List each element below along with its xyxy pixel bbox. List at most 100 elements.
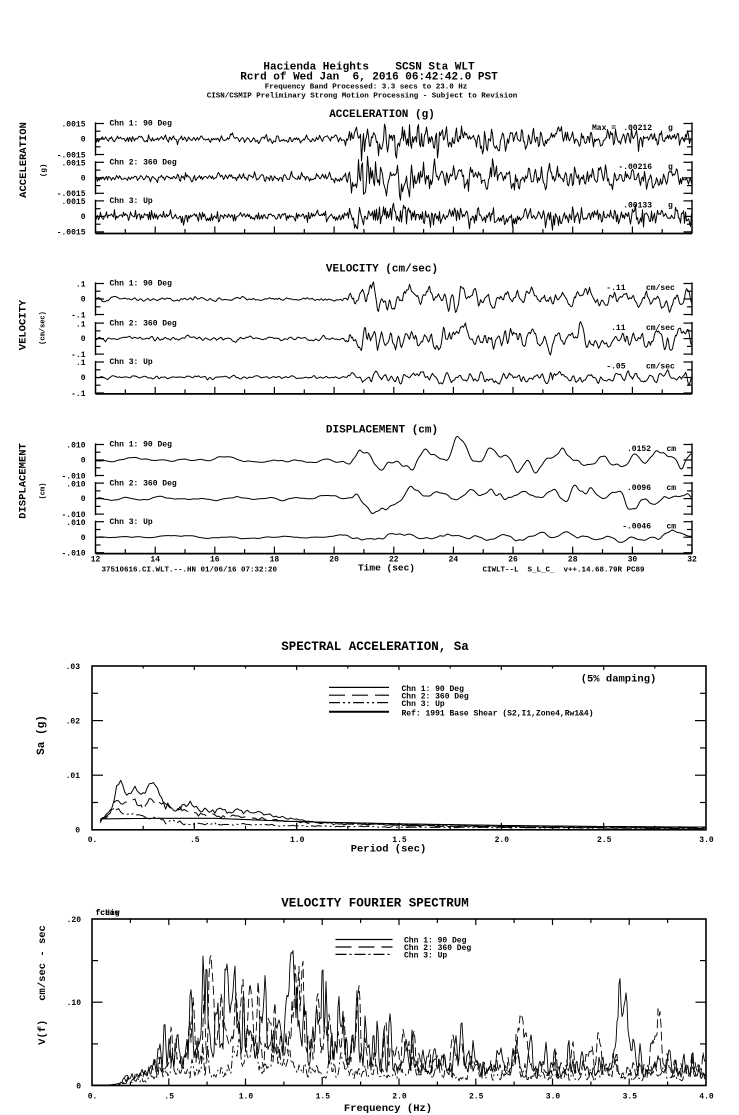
- svg-text:.5: .5: [164, 1093, 174, 1102]
- svg-text:1.0: 1.0: [239, 1093, 254, 1102]
- svg-text:g: g: [668, 124, 673, 133]
- svg-text:CISN/CSMIP Preliminary Strong: CISN/CSMIP Preliminary Strong Motion Pro…: [207, 93, 518, 101]
- svg-text:fcHig: fcHig: [96, 909, 120, 918]
- svg-text:Ref: 1991 Base Shear (S2,I1,Zo: Ref: 1991 Base Shear (S2,I1,Zone4,Rw1&4): [402, 709, 594, 718]
- svg-text:-.1: -.1: [71, 351, 86, 360]
- svg-text:1.0: 1.0: [290, 836, 305, 845]
- svg-text:32: 32: [687, 556, 697, 565]
- svg-text:18: 18: [270, 556, 280, 565]
- svg-text:-.0015: -.0015: [57, 229, 86, 238]
- svg-text:Frequency (Hz): Frequency (Hz): [344, 1103, 432, 1115]
- svg-text:Chn 3: Up: Chn 3: Up: [404, 951, 447, 960]
- svg-text:0: 0: [81, 335, 86, 344]
- svg-text:Chn 3: Up: Chn 3: Up: [110, 358, 153, 367]
- svg-text:0: 0: [81, 495, 86, 504]
- svg-text:.0152: .0152: [627, 445, 651, 454]
- svg-text:(cm): (cm): [40, 483, 48, 500]
- svg-text:.1: .1: [76, 281, 86, 290]
- svg-text:.010: .010: [66, 519, 85, 528]
- svg-text:-.010: -.010: [61, 550, 85, 559]
- svg-text:22: 22: [389, 556, 399, 565]
- svg-text:.20: .20: [67, 916, 82, 925]
- svg-text:Chn 3: Up: Chn 3: Up: [402, 700, 445, 709]
- svg-text:.0096: .0096: [627, 484, 651, 493]
- svg-text:2.0: 2.0: [392, 1093, 407, 1102]
- svg-text:-.1: -.1: [71, 390, 86, 399]
- svg-text:3.0: 3.0: [699, 836, 714, 845]
- svg-text:-.11: -.11: [606, 284, 625, 293]
- svg-text:2.5: 2.5: [469, 1093, 484, 1102]
- svg-text:cm: cm: [667, 445, 677, 454]
- svg-text:VELOCITY (cm/sec): VELOCITY (cm/sec): [326, 264, 438, 276]
- svg-text:26: 26: [508, 556, 518, 565]
- svg-text:(g): (g): [41, 164, 49, 178]
- svg-text:0: 0: [81, 534, 86, 543]
- svg-text:V(f) cm/sec - sec: V(f) cm/sec - sec: [37, 925, 49, 1045]
- svg-text:-.0015: -.0015: [57, 190, 86, 199]
- svg-text:fcLow: fcLow: [96, 909, 120, 918]
- svg-text:28: 28: [568, 556, 578, 565]
- svg-text:Chn 1: 90 Deg: Chn 1: 90 Deg: [404, 936, 467, 945]
- svg-text:Chn 3: Up: Chn 3: Up: [110, 518, 153, 527]
- svg-text:ACCELERATION: ACCELERATION: [18, 122, 30, 198]
- svg-text:cm/sec: cm/sec: [646, 363, 675, 372]
- svg-text:.0015: .0015: [61, 160, 85, 169]
- svg-text:12: 12: [91, 556, 101, 565]
- svg-text:.5: .5: [190, 836, 200, 845]
- svg-text:(cm/sec): (cm/sec): [40, 311, 48, 345]
- svg-text:3.0: 3.0: [546, 1093, 561, 1102]
- svg-text:.1: .1: [76, 320, 86, 329]
- svg-text:.00133: .00133: [623, 202, 652, 211]
- svg-text:0.: 0.: [88, 1093, 98, 1102]
- svg-text:cm: cm: [667, 484, 677, 493]
- svg-text:.01: .01: [66, 772, 81, 781]
- svg-text:.02: .02: [66, 718, 81, 727]
- svg-text:.0015: .0015: [61, 121, 85, 130]
- svg-text:-.1: -.1: [71, 311, 86, 320]
- svg-text:0: 0: [81, 174, 86, 183]
- svg-text:0: 0: [81, 213, 86, 222]
- svg-text:VELOCITY: VELOCITY: [18, 299, 30, 350]
- svg-text:Chn 2: 360 Deg: Chn 2: 360 Deg: [402, 692, 469, 701]
- svg-text:CIWLT--L S_L_C_ v++.14.68.79: CIWLT--L S_L_C_ v++.14.68.79R PC89: [483, 567, 646, 575]
- svg-text:24: 24: [449, 556, 459, 565]
- svg-text:0: 0: [81, 457, 86, 466]
- svg-text:0: 0: [76, 1082, 81, 1091]
- svg-text:Chn 3: Up: Chn 3: Up: [110, 197, 153, 206]
- svg-text:37510616.CI.WLT.--.HN 01/06/16: 37510616.CI.WLT.--.HN 01/06/16 07:32:20: [102, 567, 278, 575]
- svg-text:0: 0: [81, 296, 86, 305]
- svg-text:ACCELERATION (g): ACCELERATION (g): [329, 109, 435, 121]
- svg-text:Chn 1: 90 Deg: Chn 1: 90 Deg: [110, 280, 173, 289]
- svg-text:Sa (g): Sa (g): [36, 715, 48, 755]
- svg-text:VELOCITY FOURIER SPECTRUM: VELOCITY FOURIER SPECTRUM: [281, 897, 469, 911]
- svg-text:-.05: -.05: [606, 363, 625, 372]
- svg-text:Chn 2: 360 Deg: Chn 2: 360 Deg: [110, 479, 177, 488]
- svg-text:.010: .010: [66, 442, 85, 451]
- svg-text:Period (sec): Period (sec): [351, 844, 427, 856]
- svg-text:Chn 1: 90 Deg: Chn 1: 90 Deg: [402, 685, 465, 694]
- svg-text:cm/sec: cm/sec: [646, 324, 675, 333]
- svg-text:2.0: 2.0: [495, 836, 510, 845]
- svg-text:Chn 2: 360 Deg: Chn 2: 360 Deg: [404, 944, 471, 953]
- svg-text:Chn 2: 360 Deg: Chn 2: 360 Deg: [110, 319, 177, 328]
- svg-text:Time (sec): Time (sec): [358, 562, 415, 573]
- svg-text:SPECTRAL ACCELERATION, Sa: SPECTRAL ACCELERATION, Sa: [281, 640, 469, 654]
- svg-text:0.: 0.: [88, 836, 98, 845]
- svg-text:-.00216: -.00216: [618, 163, 652, 172]
- svg-text:2.5: 2.5: [597, 836, 612, 845]
- svg-text:30: 30: [628, 556, 638, 565]
- svg-text:1.5: 1.5: [392, 836, 407, 845]
- svg-text:Rcrd of Wed Jan 6, 2016 06:42: Rcrd of Wed Jan 6, 2016 06:42:42.0 PST: [240, 72, 498, 84]
- svg-text:-.010: -.010: [61, 472, 85, 481]
- svg-text:.10: .10: [67, 999, 82, 1008]
- svg-text:cm/sec: cm/sec: [646, 284, 675, 293]
- svg-text:g: g: [668, 202, 673, 211]
- svg-text:16: 16: [210, 556, 220, 565]
- svg-text:Hacienda Heights SCSN Sta W: Hacienda Heights SCSN Sta WLT: [263, 62, 475, 74]
- svg-text:Chn 1: 90 Deg: Chn 1: 90 Deg: [110, 120, 173, 129]
- svg-text:DISPLACEMENT: DISPLACEMENT: [18, 443, 30, 519]
- svg-text:-.0015: -.0015: [57, 151, 86, 160]
- svg-text:(5% damping): (5% damping): [581, 674, 657, 686]
- svg-text:Max =: Max =: [592, 124, 616, 133]
- svg-text:3.5: 3.5: [623, 1093, 638, 1102]
